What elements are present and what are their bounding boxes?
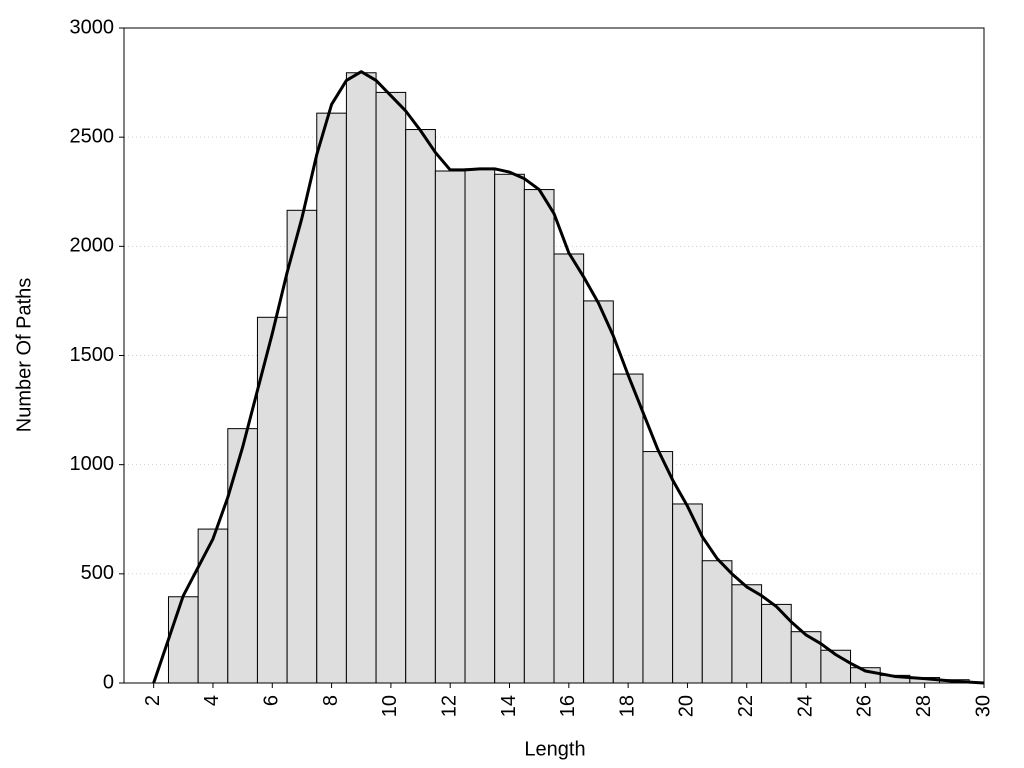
x-tick-label: 6 [261,695,283,706]
x-tick-label: 4 [201,695,223,706]
bar [672,503,703,684]
y-tick-label: 500 [81,562,114,584]
bar [256,316,288,684]
y-tick-label: 2500 [70,125,115,147]
bar [494,173,525,684]
bar [583,300,614,684]
bar [316,112,347,684]
x-tick-label: 24 [794,695,816,717]
y-tick-label: 0 [103,671,114,693]
bar [523,189,555,684]
bar [167,596,199,684]
bar [642,451,674,684]
y-axis-label: Number Of Paths [13,278,35,433]
x-tick-label: 12 [438,695,460,717]
bar [434,170,466,684]
density-curve [152,70,985,685]
x-tick-label: 8 [320,695,342,706]
bar [731,584,763,684]
y-tick-label: 1500 [70,344,115,366]
bar [375,91,407,684]
bar [227,428,258,684]
x-tick-label: 10 [379,695,401,717]
bar [345,72,377,684]
bar [553,253,585,684]
x-tick-label: 22 [735,695,757,717]
x-tick-label: 16 [557,695,579,717]
plot-frame [123,27,985,684]
x-tick-label: 18 [616,695,638,717]
bar [197,528,229,684]
x-tick-label: 26 [854,695,876,717]
x-axis-label: Length [524,738,585,760]
x-tick-label: 20 [676,695,698,717]
y-tick-label: 1000 [70,453,115,475]
bar [612,373,644,684]
x-tick-label: 2 [142,695,164,706]
x-tick-label: 30 [972,695,994,717]
bar [464,168,496,684]
bar [701,560,733,684]
x-tick-label: 28 [913,695,935,717]
bar [405,129,436,684]
bar [286,209,318,684]
y-tick-label: 3000 [70,16,115,38]
y-tick-label: 2000 [70,235,115,257]
x-tick-label: 14 [498,695,520,717]
